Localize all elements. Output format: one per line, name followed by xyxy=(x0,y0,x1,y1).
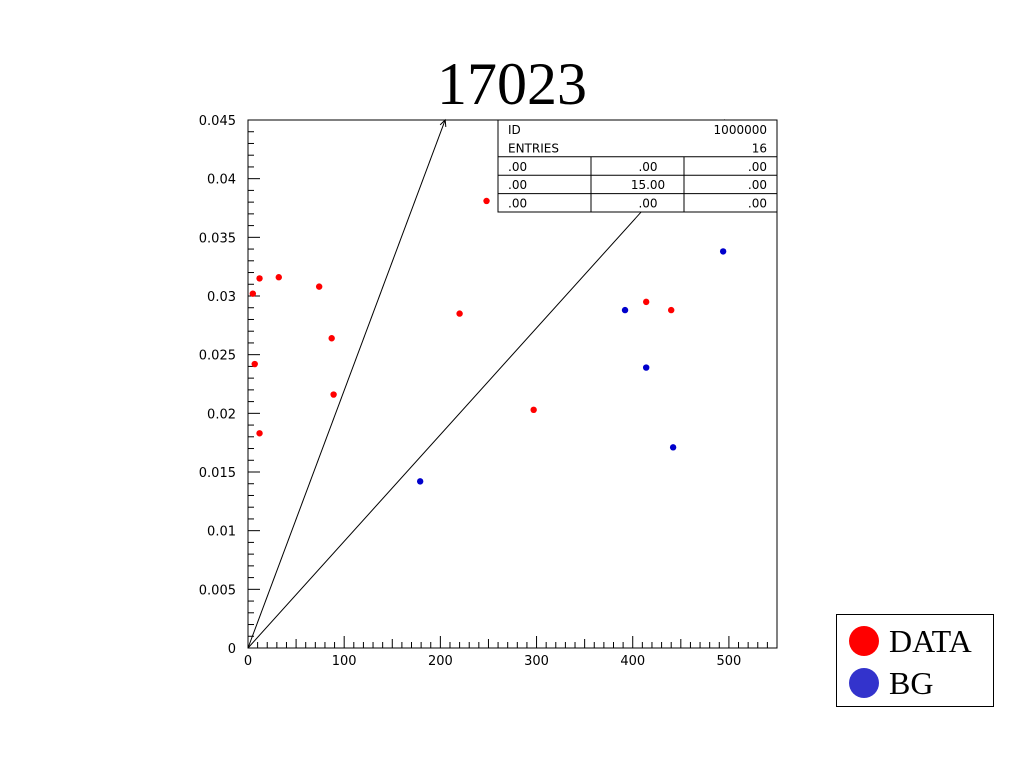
chart-title: 17023 xyxy=(437,51,587,117)
point-data xyxy=(275,274,282,281)
point-data xyxy=(330,391,337,398)
y-tick-label: 0.005 xyxy=(199,583,236,598)
point-data xyxy=(642,298,650,306)
stats-cell: .00 xyxy=(508,160,527,174)
y-tick-label: 0.04 xyxy=(207,173,236,188)
legend-marker-data xyxy=(849,626,879,656)
stats-cell: .00 xyxy=(748,160,767,174)
data-points xyxy=(249,193,727,485)
legend-marker-bg xyxy=(849,668,879,698)
point-data xyxy=(315,283,323,290)
stats-cell: .00 xyxy=(508,197,527,211)
legend-label-data: DATA xyxy=(889,622,972,659)
x-tick-label: 400 xyxy=(620,654,645,669)
point-bg xyxy=(669,444,677,451)
y-tick-label: 0.02 xyxy=(207,407,236,422)
point-data xyxy=(668,306,675,314)
point-data xyxy=(251,360,258,368)
point-bg xyxy=(719,248,727,255)
stats-cell: .00 xyxy=(748,197,767,211)
point-data xyxy=(256,275,263,282)
stats-cell: .00 xyxy=(638,160,657,174)
guide-line-1 xyxy=(247,119,446,649)
point-data xyxy=(256,430,263,437)
y-tick-label: 0.015 xyxy=(199,466,236,481)
point-data xyxy=(328,335,335,342)
y-tick-label: 0.045 xyxy=(199,114,236,129)
point-data xyxy=(249,290,257,297)
y-tick-label: 0.03 xyxy=(207,290,236,305)
x-tick-label: 200 xyxy=(428,654,453,669)
plot-axes: 00.0050.010.0150.020.0250.030.0350.040.0… xyxy=(199,114,778,669)
stats-value: 16 xyxy=(752,141,767,155)
stats-label: ENTRIES xyxy=(508,141,559,155)
stats-label: ID xyxy=(508,123,521,137)
stats-box-frame xyxy=(497,119,778,213)
point-bg xyxy=(642,364,650,371)
legend-item-data: DATA xyxy=(849,621,972,661)
stats-value: 1000000 xyxy=(714,123,767,137)
x-tick-label: 0 xyxy=(244,654,252,669)
point-bg xyxy=(416,478,424,485)
y-tick-label: 0 xyxy=(228,642,236,657)
legend-label-bg: BG xyxy=(889,664,934,701)
y-tick-label: 0.01 xyxy=(207,525,236,540)
point-data xyxy=(456,310,463,317)
stats-cell: 15.00 xyxy=(631,178,665,192)
stats-cell: .00 xyxy=(508,178,527,192)
x-tick-label: 500 xyxy=(716,654,741,669)
x-tick-label: 300 xyxy=(524,654,549,669)
stats-box: ID 1000000 ENTRIES 16 .00 .00 .00 .00 15.00 .00 .0… xyxy=(497,119,778,213)
y-tick-label: 0.025 xyxy=(199,349,236,364)
stats-cell: .00 xyxy=(638,197,657,211)
point-data xyxy=(530,406,537,414)
y-tick-label: 0.035 xyxy=(199,231,236,246)
point-bg xyxy=(621,306,629,314)
legend-item-bg: BG xyxy=(849,663,933,703)
stats-cell: .00 xyxy=(748,178,767,192)
point-data xyxy=(483,197,490,205)
x-tick-label: 100 xyxy=(332,654,357,669)
legend: DATA BG xyxy=(836,614,994,707)
